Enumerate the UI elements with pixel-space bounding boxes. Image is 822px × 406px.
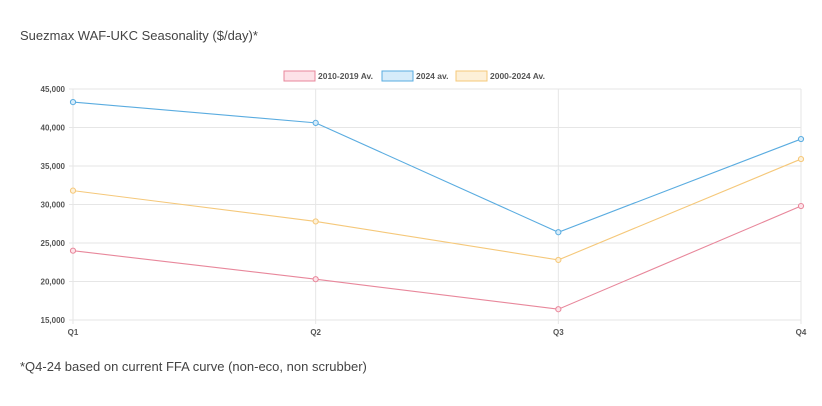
chart-title: Suezmax WAF-UKC Seasonality ($/day)* xyxy=(20,28,258,43)
chart-legend: 2010-2019 Av. 2024 av. 2000-2024 Av. xyxy=(283,70,545,82)
legend-swatch xyxy=(381,70,414,82)
y-tick-label: 25,000 xyxy=(41,239,66,248)
y-tick-label: 45,000 xyxy=(41,85,66,94)
x-axis: Q1 Q2 Q3 Q4 xyxy=(68,328,807,337)
data-point xyxy=(555,306,562,313)
legend-swatch xyxy=(283,70,316,82)
data-point xyxy=(312,119,319,126)
x-tick-label: Q2 xyxy=(310,328,321,337)
data-point xyxy=(797,135,805,143)
series-line xyxy=(72,101,802,233)
x-tick-label: Q4 xyxy=(796,328,807,337)
y-tick-label: 30,000 xyxy=(41,201,66,210)
chart-series xyxy=(69,98,805,313)
y-tick-label: 40,000 xyxy=(41,124,66,133)
legend-label: 2000-2024 Av. xyxy=(490,71,545,81)
data-point xyxy=(312,218,319,225)
y-tick-label: 35,000 xyxy=(41,162,66,171)
chart-footnote: *Q4-24 based on current FFA curve (non-e… xyxy=(20,359,367,374)
y-tick-label: 20,000 xyxy=(41,278,66,287)
series-line xyxy=(72,205,802,310)
data-point xyxy=(797,155,805,163)
y-axis: 15,000 20,000 25,000 30,000 35,000 40,000 45,0… xyxy=(41,85,66,325)
series-line xyxy=(72,158,802,261)
data-point xyxy=(797,202,805,210)
data-point xyxy=(69,98,77,106)
legend-label: 2010-2019 Av. xyxy=(318,71,373,81)
data-point xyxy=(69,247,77,254)
chart-grid xyxy=(69,88,802,324)
legend-swatch xyxy=(455,70,488,82)
data-point xyxy=(312,276,319,283)
data-point xyxy=(69,187,77,194)
y-tick-label: 15,000 xyxy=(41,316,66,325)
data-point xyxy=(555,256,562,264)
data-point xyxy=(555,229,562,236)
x-tick-label: Q1 xyxy=(68,328,79,337)
legend-label: 2024 av. xyxy=(416,71,448,81)
x-tick-label: Q3 xyxy=(553,328,564,337)
